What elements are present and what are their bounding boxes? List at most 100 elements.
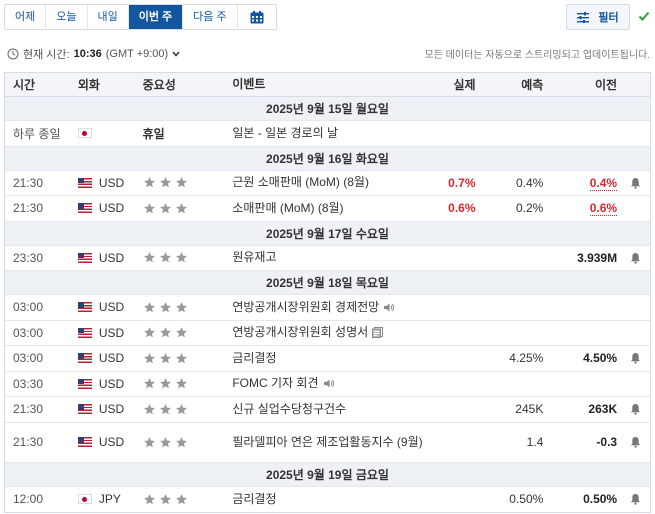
calendar-button[interactable]: [238, 5, 276, 29]
document-icon[interactable]: [372, 327, 384, 339]
event-name[interactable]: 금리결정: [232, 350, 277, 365]
us-flag-icon: [77, 404, 92, 415]
event-name[interactable]: 연방공개시장위원회 경제전망: [232, 299, 380, 314]
tab-today[interactable]: 오늘: [46, 5, 88, 29]
importance-stars: [135, 251, 225, 264]
event-row[interactable]: 03:00 USD 금리결정 4.25% 4.50%: [5, 346, 650, 372]
currency-code: USD: [98, 325, 125, 340]
event-currency: JPY: [70, 492, 135, 506]
event-name[interactable]: 원유재고: [232, 250, 277, 265]
event-name-cell[interactable]: 금리결정: [224, 351, 423, 366]
star-icon: [159, 327, 171, 338]
importance-stars: [135, 403, 225, 416]
event-name[interactable]: 소매판매 (MoM) (8월): [232, 200, 344, 215]
bell-icon: [631, 494, 641, 505]
event-time: 12:00: [13, 492, 44, 507]
event-previous: 263K: [551, 402, 621, 416]
currency-code: USD: [98, 175, 125, 190]
event-row[interactable]: 21:30 USD 소매판매 (MoM) (8월) 0.6% 0.2% 0.6%: [5, 196, 650, 222]
event-currency: USD: [70, 201, 135, 215]
alert-cell[interactable]: [621, 177, 650, 189]
star-icon: [143, 352, 155, 364]
event-name-cell[interactable]: 원유재고: [224, 250, 423, 265]
event-name-cell[interactable]: 소매판매 (MoM) (8월): [224, 201, 423, 216]
event-name-cell[interactable]: 연방공개시장위원회 성명서: [224, 325, 423, 340]
event-currency: USD: [70, 251, 135, 265]
filter-button[interactable]: 필터: [566, 4, 630, 30]
event-name[interactable]: FOMC 기자 회견: [232, 376, 319, 391]
holiday-label: 휴일: [142, 126, 165, 141]
us-flag-icon: [77, 252, 92, 263]
star-icon: [175, 301, 187, 313]
current-time-label: 현재 시간:: [23, 49, 70, 61]
event-currency: USD: [70, 402, 135, 416]
currency-code: USD: [98, 376, 125, 391]
speaker-icon[interactable]: [323, 378, 335, 389]
japan-flag-icon: [77, 128, 92, 139]
event-name-cell[interactable]: 근원 소매판매 (MoM) (8월): [224, 175, 423, 190]
calendar-icon: [250, 11, 264, 24]
alert-cell[interactable]: [621, 436, 650, 448]
star-icon: [143, 378, 155, 389]
event-name[interactable]: 근원 소매판매 (MoM) (8월): [232, 175, 369, 190]
event-row[interactable]: 03:00 USD 연방공개시장위원회 경제전망: [5, 295, 650, 321]
importance-stars: [135, 352, 225, 365]
bell-icon: [631, 177, 641, 189]
event-row[interactable]: 하루 종일 휴일 일본 - 일본 경로의 날: [5, 121, 650, 147]
event-forecast: 0.50%: [509, 492, 544, 507]
tab-yesterday[interactable]: 어제: [5, 5, 47, 29]
event-time: 하루 종일: [13, 126, 61, 141]
event-name-cell[interactable]: FOMC 기자 회견: [224, 376, 423, 391]
tab-tomorrow[interactable]: 내일: [88, 5, 129, 29]
event-forecast: 0.4%: [515, 175, 544, 190]
us-flag-icon: [77, 302, 92, 313]
star-icon: [143, 252, 155, 263]
currency-code: USD: [98, 300, 125, 315]
alert-cell[interactable]: [621, 403, 650, 415]
event-row[interactable]: 23:30 USD 원유재고 3.939M: [5, 246, 650, 271]
tab-next-week[interactable]: 다음 주: [183, 5, 238, 29]
event-name[interactable]: 신규 실업수당청구건수: [232, 401, 347, 416]
star-icon: [143, 493, 155, 505]
alert-cell[interactable]: [621, 252, 650, 264]
event-name-cell[interactable]: 일본 - 일본 경로의 날: [224, 126, 423, 141]
event-name-cell[interactable]: 필라델피아 연은 제조업활동지수 (9월): [224, 435, 423, 450]
event-row[interactable]: 12:00 JPY 금리결정 0.50% 0.50%: [5, 487, 650, 513]
check-icon[interactable]: [638, 10, 650, 22]
event-row[interactable]: 21:30 USD 필라델피아 연은 제조업활동지수 (9월) 1.4 -0.3: [5, 423, 650, 463]
event-time: 21:30: [13, 435, 44, 449]
star-icon: [143, 327, 155, 338]
tab-this-week[interactable]: 이번 주: [128, 5, 184, 29]
event-row[interactable]: 03:00 USD 연방공개시장위원회 성명서: [5, 321, 650, 346]
date-tabs: 어제 오늘 내일 이번 주 다음 주: [4, 4, 277, 30]
currency-code: USD: [98, 201, 125, 216]
event-forecast: 1.4: [526, 435, 544, 449]
top-bar: 어제 오늘 내일 이번 주 다음 주 필터: [4, 4, 651, 30]
previous-value: 4.50%: [583, 351, 618, 366]
event-name-cell[interactable]: 신규 실업수당청구건수: [224, 402, 423, 417]
us-flag-icon: [77, 378, 92, 389]
star-icon: [159, 252, 171, 263]
currency-code: USD: [98, 435, 125, 449]
event-name[interactable]: 금리결정: [232, 491, 277, 506]
alert-cell[interactable]: [621, 493, 650, 505]
star-icon: [175, 252, 187, 263]
event-name[interactable]: 연방공개시장위원회 성명서: [232, 325, 369, 340]
day-header: 2025년 9월 15일 월요일: [5, 97, 650, 121]
event-name-cell[interactable]: 연방공개시장위원회 경제전망: [224, 300, 423, 315]
event-name[interactable]: 일본 - 일본 경로의 날: [232, 125, 338, 140]
speaker-icon[interactable]: [383, 302, 395, 313]
event-row[interactable]: 21:30 USD 근원 소매판매 (MoM) (8월) 0.7% 0.4% 0.4%: [5, 171, 650, 196]
current-time[interactable]: 현재 시간: 10:36 (GMT +9:00): [7, 46, 180, 62]
clock-icon: [7, 48, 19, 60]
event-time: 03:00: [13, 351, 44, 366]
economic-calendar-table: 시간 외화 중요성 이벤트 실제 예측 이전 2025년 9월 15일 월요일 하…: [4, 72, 651, 513]
event-row[interactable]: 21:30 USD 신규 실업수당청구건수 245K 263K: [5, 397, 650, 423]
event-name-cell[interactable]: 금리결정: [224, 492, 423, 507]
event-row[interactable]: 03:30 USD FOMC 기자 회견: [5, 372, 650, 397]
event-currency: USD: [70, 435, 135, 449]
day-header: 2025년 9월 18일 목요일: [5, 271, 650, 295]
alert-cell[interactable]: [621, 352, 650, 364]
event-name[interactable]: 필라델피아 연은 제조업활동지수 (9월): [232, 434, 423, 449]
star-icon: [175, 378, 187, 389]
